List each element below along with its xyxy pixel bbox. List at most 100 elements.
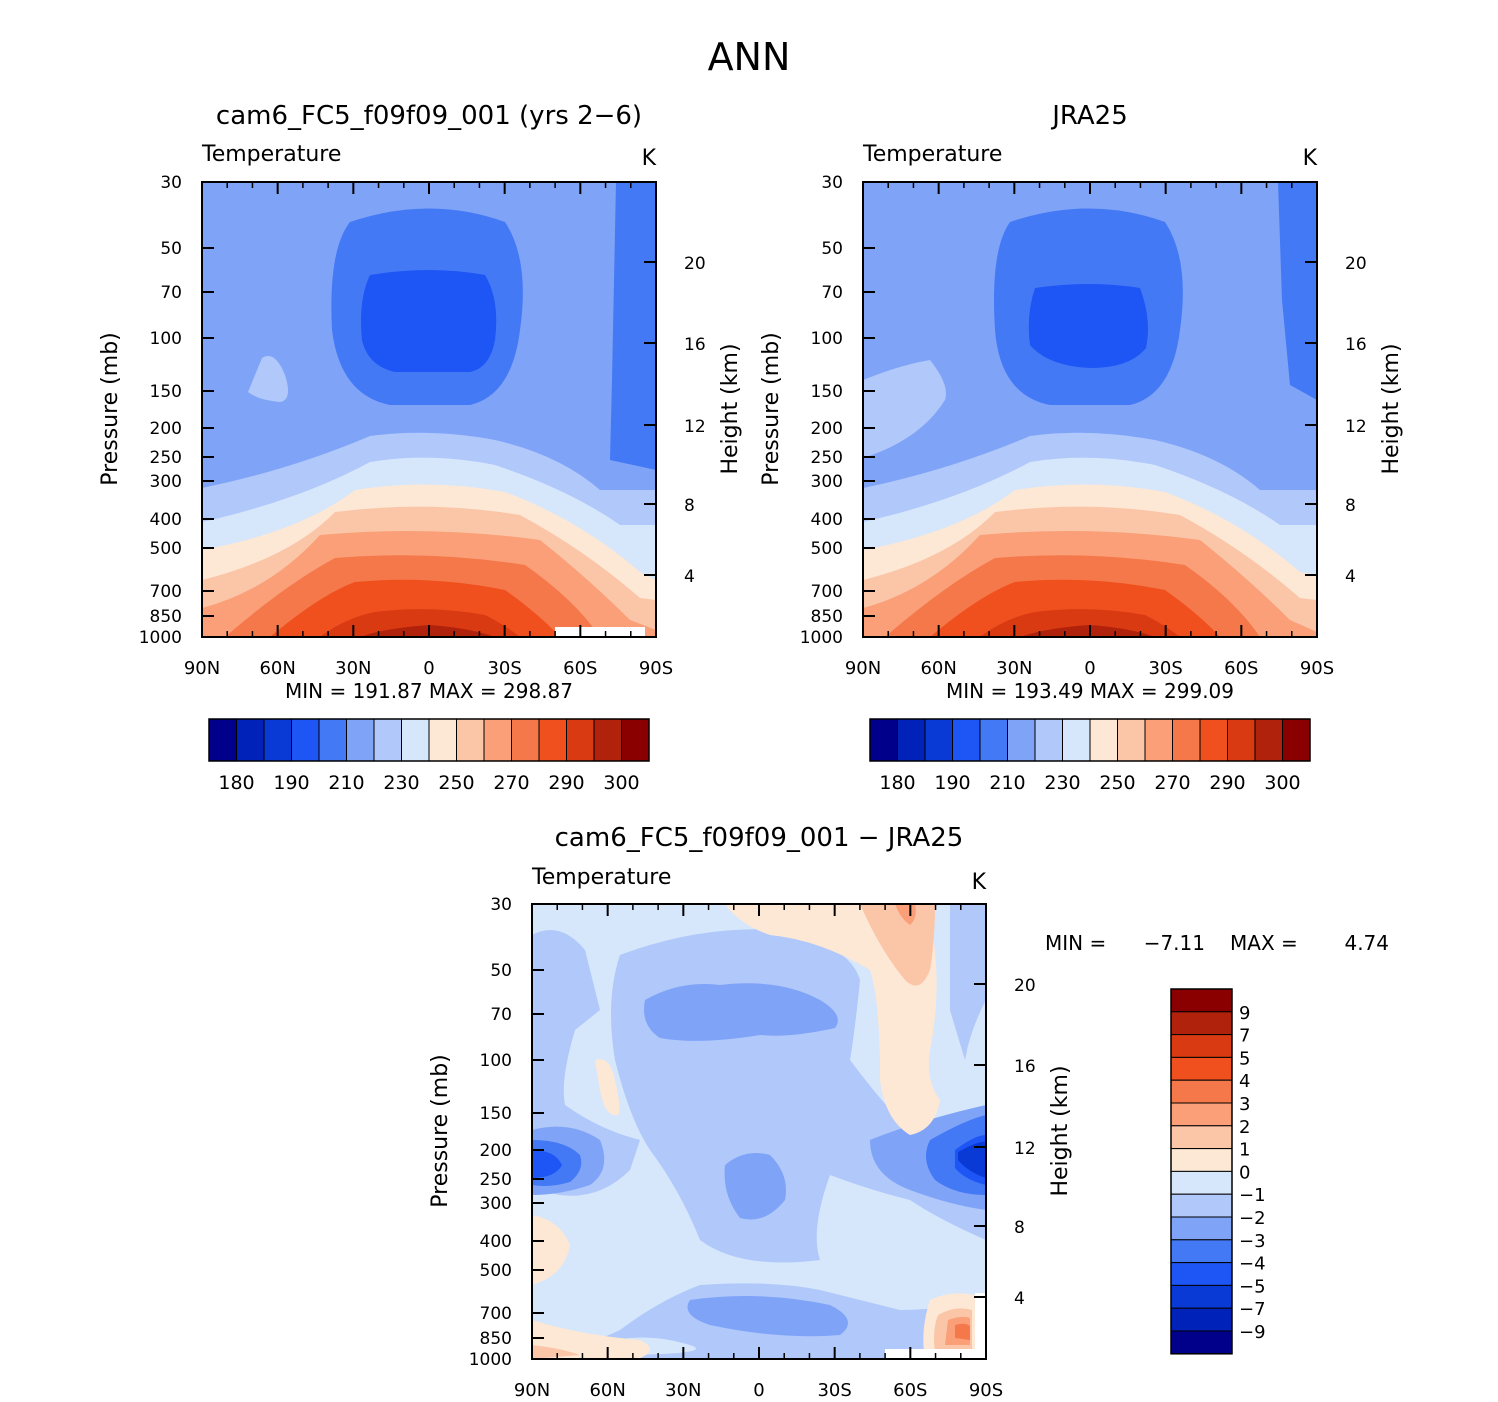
colorbar-box	[1170, 1125, 1233, 1150]
band-1-to-2	[860, 904, 935, 986]
y-axis-label: Pressure (mb)	[759, 332, 784, 486]
missing-data	[975, 1293, 986, 1359]
y-right-tick-label: 4	[684, 567, 695, 587]
colorbar-label: 230	[383, 772, 419, 794]
colorbar-box	[511, 718, 540, 762]
colorbar: 180 190 210 230 250 270 290 300	[869, 718, 1311, 794]
y-tick-label: 300	[811, 472, 843, 492]
y-axis-label: Pressure (mb)	[98, 332, 123, 486]
y-tick-label: 200	[480, 1141, 512, 1161]
y-tick-label: 50	[490, 961, 512, 981]
band-200	[361, 270, 497, 372]
band-0-to-1	[725, 904, 940, 1135]
y-tick-label: 100	[811, 329, 843, 349]
colorbar-label: 180	[218, 772, 254, 794]
colorbar-box	[1170, 1056, 1233, 1081]
colorbar-box	[979, 718, 1008, 762]
x-tick-label: 60S	[893, 1380, 927, 1401]
colorbar-box	[1170, 1148, 1233, 1172]
colorbar-box	[1172, 718, 1201, 762]
y-axis-right-label: Height (km)	[1379, 343, 1404, 474]
colorbar-label: −5	[1239, 1276, 1266, 1297]
band-200	[1028, 284, 1148, 368]
colorbar-label: 4	[1239, 1071, 1250, 1092]
band-neg2-to-neg3	[644, 983, 838, 1041]
axes: 90N 60N 30N 0 30S 60S 90S 30 50 70 100 150 200 250 300…	[469, 895, 1036, 1401]
y-axis-right-label: Height (km)	[718, 343, 743, 474]
colorbar-box	[401, 718, 430, 762]
colorbar-label: 2	[1239, 1117, 1250, 1138]
min-max-text: MIN = 193.49 MAX = 299.09	[946, 679, 1234, 703]
band-neg4-to-neg5	[532, 1150, 562, 1178]
x-tick-label: 90N	[845, 658, 881, 679]
band-295	[980, 609, 1180, 637]
y-tick-label: 50	[821, 239, 843, 259]
colorbar-label: 270	[493, 772, 529, 794]
colorbar-label: 190	[273, 772, 309, 794]
units-label: K	[1303, 146, 1318, 171]
y-tick-label: 400	[480, 1232, 512, 1252]
x-tick-label: 90N	[184, 658, 220, 679]
y-right-tick-label: 12	[1014, 1139, 1036, 1159]
max-label: MAX =	[1230, 931, 1298, 955]
colorbar-label: 230	[1044, 772, 1080, 794]
y-tick-label: 850	[150, 607, 182, 627]
panel-title: cam6_FC5_f09f09_001 (yrs 2−6)	[216, 101, 642, 131]
colorbar-box	[621, 718, 650, 762]
band-neg1-to-neg2	[950, 905, 986, 1060]
missing-data	[555, 627, 645, 637]
band-230-polar	[863, 360, 946, 458]
colorbar-box	[483, 718, 512, 762]
colorbar-box	[1170, 1307, 1233, 1332]
colorbar-label: 3	[1239, 1094, 1250, 1115]
band-3-to-4	[955, 1323, 970, 1340]
min-label: MIN =	[1045, 931, 1106, 955]
x-tick-label: 0	[1084, 658, 1095, 679]
panel-difference: cam6_FC5_f09f09_001 − JRA25 Temperature …	[428, 823, 1389, 1401]
colorbar-box	[1007, 718, 1036, 762]
x-tick-label: 30N	[335, 658, 371, 679]
y-tick-label: 700	[811, 582, 843, 602]
y-right-tick-label: 12	[684, 417, 706, 437]
y-tick-label: 30	[160, 173, 182, 193]
y-right-tick-label: 20	[1014, 976, 1036, 996]
colorbar-box	[318, 718, 347, 762]
panel-title: cam6_FC5_f09f09_001 − JRA25	[555, 823, 964, 853]
y-tick-label: 1000	[139, 628, 182, 648]
y-tick-label: 700	[150, 582, 182, 602]
y-right-tick-label: 16	[1345, 335, 1367, 355]
y-right-tick-label: 4	[1345, 567, 1356, 587]
band-210	[1278, 182, 1317, 400]
colorbar-box	[208, 718, 237, 762]
y-tick-label: 100	[480, 1051, 512, 1071]
colorbar-frame	[1170, 988, 1233, 1355]
band-neg5-to-neg7	[958, 1141, 986, 1178]
colorbar-label: −9	[1239, 1322, 1266, 1343]
colorbar-box	[593, 718, 622, 762]
x-tick-label: 90S	[639, 658, 673, 679]
colorbar-label: 180	[879, 772, 915, 794]
colorbar-box	[1199, 718, 1228, 762]
y-tick-label: 50	[160, 239, 182, 259]
panel-model: cam6_FC5_f09f09_001 (yrs 2−6) Temperatur…	[98, 101, 743, 794]
x-tick-label: 60S	[563, 658, 597, 679]
colorbar-label: 190	[934, 772, 970, 794]
colorbar-box	[236, 718, 265, 762]
y-axis-label: Pressure (mb)	[428, 1054, 453, 1208]
colorbar-box	[566, 718, 595, 762]
y-tick-label: 500	[480, 1261, 512, 1281]
x-tick-label: 30N	[665, 1380, 701, 1401]
colorbar-label: 7	[1239, 1026, 1250, 1047]
colorbar-box	[1117, 718, 1146, 762]
axes: 90N 60N 30N 0 30S 60S 90S 30 50 70 100 150 200 250 300…	[800, 173, 1367, 679]
colorbar-box	[1170, 1330, 1233, 1355]
min-value: −7.11	[1144, 931, 1205, 955]
x-tick-label: 30N	[996, 658, 1032, 679]
band-295	[320, 609, 520, 637]
y-right-tick-label: 20	[684, 254, 706, 274]
colorbar-label: 300	[1264, 772, 1300, 794]
y-tick-label: 100	[150, 329, 182, 349]
units-label: K	[642, 146, 657, 171]
